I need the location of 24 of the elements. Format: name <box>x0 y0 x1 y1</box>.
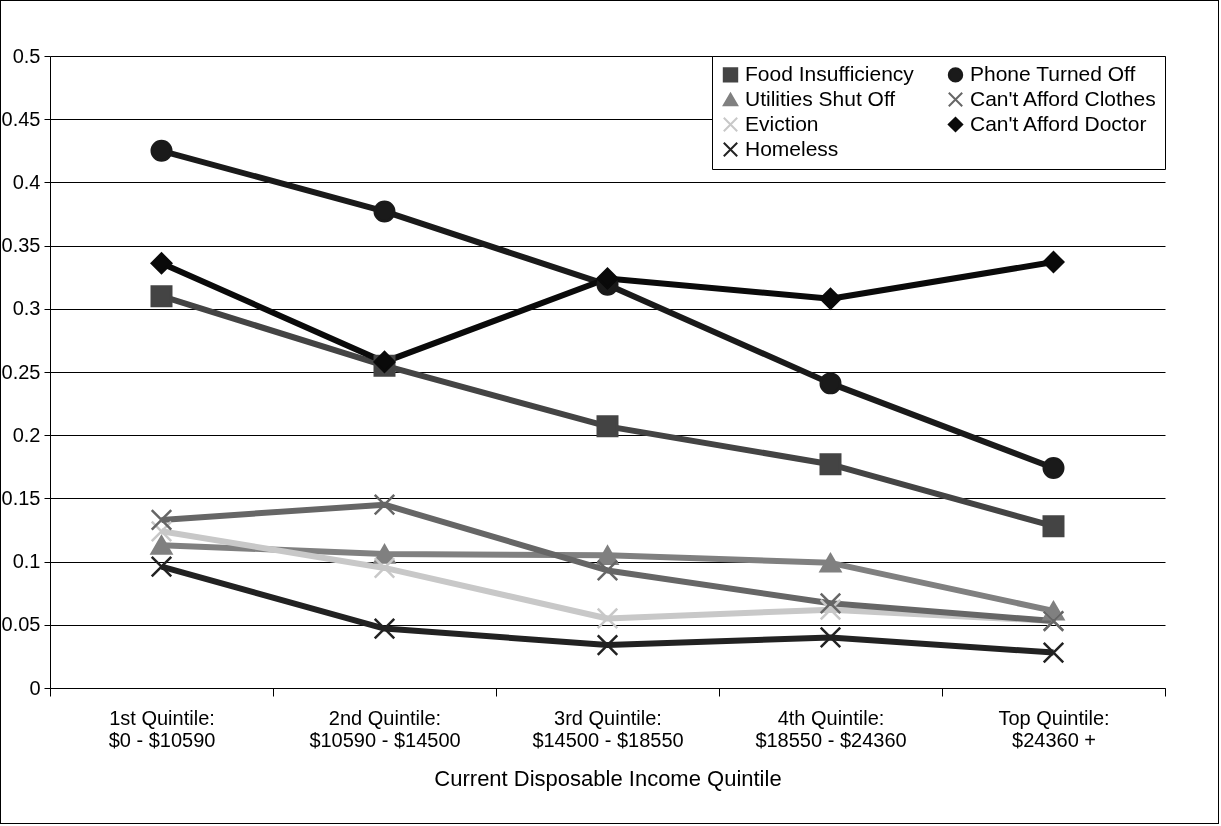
x-tick-label: 2nd Quintile: $10590 - $14500 <box>309 706 461 751</box>
legend-label: Can't Afford Clothes <box>970 86 1156 110</box>
legend-label: Utilities Shut Off <box>745 86 896 110</box>
y-tick-label: 0.25 <box>1 360 41 383</box>
y-tick-label: 0.2 <box>12 423 41 446</box>
x-tick-label: 3rd Quintile: $14500 - $18550 <box>532 706 684 751</box>
y-tick-label: 0.1 <box>12 550 41 573</box>
legend-label: Eviction <box>745 111 819 135</box>
y-tick-label: 0.3 <box>12 297 41 320</box>
legend-label: Phone Turned Off <box>970 61 1136 85</box>
x-tick-label: 4th Quintile: $18550 - $24360 <box>755 706 907 751</box>
x-tick-label: 1st Quintile: $0 - $10590 <box>108 706 216 751</box>
legend-label: Homeless <box>745 136 839 160</box>
legend-label: Can't Afford Doctor <box>970 111 1147 135</box>
y-tick-label: 0.45 <box>1 107 41 130</box>
legend-label: Food Insufficiency <box>745 61 915 85</box>
y-tick-label: 0.35 <box>1 234 41 257</box>
y-tick-label: 0.05 <box>1 613 41 636</box>
y-tick-label: 0 <box>29 676 41 699</box>
x-tick-label: Top Quintile: $24360 + <box>998 706 1110 751</box>
y-tick-label: 0.4 <box>12 170 41 193</box>
x-axis-title: Current Disposable Income Quintile <box>434 765 782 791</box>
y-tick-label: 0.15 <box>1 486 41 509</box>
y-tick-label: 0.5 <box>12 44 41 67</box>
